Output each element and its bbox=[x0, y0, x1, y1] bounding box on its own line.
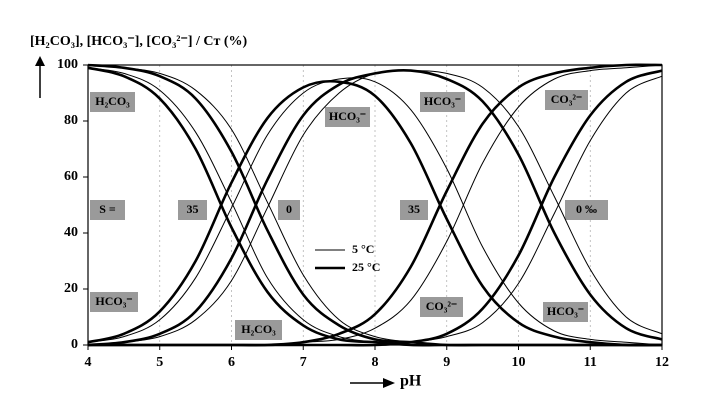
annotation: 35 bbox=[408, 202, 420, 216]
annotation: CO₃²⁻ bbox=[426, 299, 458, 313]
annotation: CO₃²⁻ bbox=[551, 92, 583, 106]
annotation-box bbox=[543, 302, 588, 322]
annotation-box bbox=[325, 107, 370, 127]
y-tick-label: 100 bbox=[57, 57, 78, 72]
y-tick-label: 0 bbox=[71, 337, 78, 352]
x-tick-label: 4 bbox=[85, 355, 92, 370]
x-tick-label: 8 bbox=[372, 355, 379, 370]
annotation-box bbox=[178, 200, 207, 220]
x-tick-label: 7 bbox=[300, 355, 307, 370]
annotation-box bbox=[235, 320, 282, 340]
x-arrowhead bbox=[383, 378, 395, 388]
annotation-box bbox=[545, 90, 588, 110]
annotation: HCO₃⁻ bbox=[329, 109, 366, 123]
annotation: S = bbox=[99, 202, 116, 216]
annotation-box bbox=[90, 92, 135, 112]
curve bbox=[87, 69, 663, 347]
x-tick-label: 11 bbox=[584, 355, 597, 370]
curve bbox=[87, 79, 663, 347]
annotation-box bbox=[400, 200, 428, 220]
y-tick-label: 60 bbox=[64, 169, 78, 184]
x-tick-label: 9 bbox=[443, 355, 450, 370]
y-tick-label: 20 bbox=[64, 281, 78, 296]
x-tick-label: 10 bbox=[512, 355, 526, 370]
legend-label: 5 °C bbox=[352, 242, 374, 256]
annotation: 0 ‰ bbox=[576, 202, 597, 216]
legend-label: 25 °C bbox=[352, 260, 380, 274]
y-tick-label: 40 bbox=[64, 225, 78, 240]
annotation: H₂CO₃ bbox=[241, 322, 276, 336]
annotation-box bbox=[90, 292, 138, 312]
x-axis-label: pH bbox=[400, 373, 422, 390]
annotation: HCO₃⁻ bbox=[95, 294, 132, 308]
annotation: 0 bbox=[286, 202, 292, 216]
annotation: HCO₃⁻ bbox=[424, 94, 461, 108]
annotation-box bbox=[420, 297, 463, 317]
annotation: 35 bbox=[187, 202, 199, 216]
x-tick-label: 6 bbox=[228, 355, 235, 370]
curve bbox=[87, 77, 663, 346]
annotation-box bbox=[278, 200, 300, 220]
chart-title: [H₂CO₃], [HCO₃⁻], [CO₃²⁻] / Cᴛ (%) bbox=[30, 34, 248, 49]
curve bbox=[87, 63, 663, 347]
curve bbox=[87, 66, 662, 347]
annotation: H₂CO₃ bbox=[95, 94, 130, 108]
x-tick-label: 5 bbox=[156, 355, 163, 370]
annotation-box bbox=[90, 200, 125, 220]
y-tick-label: 80 bbox=[64, 113, 78, 128]
annotation-box bbox=[565, 200, 608, 220]
annotation-box bbox=[420, 92, 465, 112]
y-arrowhead bbox=[35, 56, 45, 66]
annotation: HCO₃⁻ bbox=[547, 304, 584, 318]
x-tick-label: 12 bbox=[655, 355, 669, 370]
